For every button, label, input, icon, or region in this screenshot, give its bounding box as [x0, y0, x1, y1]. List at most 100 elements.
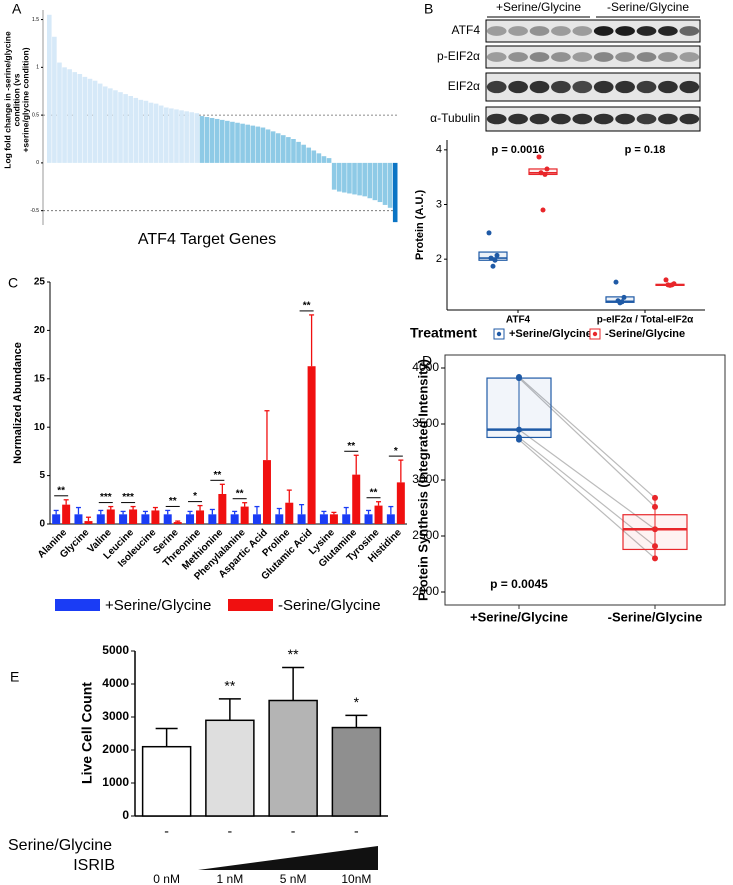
bar	[57, 62, 62, 163]
bar	[321, 156, 327, 163]
panel-label: D	[422, 353, 432, 369]
data-point	[488, 255, 494, 261]
data-point	[621, 294, 627, 300]
y-axis-label: Protein Synthesis (Integrated Intensity)	[415, 359, 430, 601]
blot-band	[658, 80, 678, 94]
blot-band	[615, 52, 635, 62]
bar	[184, 111, 189, 163]
data-point	[652, 526, 658, 533]
blot-band	[658, 26, 678, 36]
blot-band	[572, 52, 593, 62]
data-point	[490, 263, 496, 269]
blot-band	[679, 52, 700, 62]
bar	[102, 86, 108, 163]
significance-label: *	[193, 491, 197, 502]
data-point	[486, 230, 492, 236]
bar	[209, 117, 215, 163]
dose-triangle	[198, 846, 378, 870]
bar	[219, 119, 225, 163]
bar	[84, 521, 93, 524]
y-tick-label: 0	[36, 160, 39, 166]
blot-band	[615, 80, 635, 94]
data-point	[617, 300, 623, 306]
blot-band	[486, 26, 507, 36]
blot-band	[636, 52, 657, 62]
bar	[189, 112, 195, 163]
bar	[179, 110, 184, 163]
bar	[281, 135, 286, 163]
blot-group-label: +Serine/Glycine	[496, 0, 581, 14]
significance-label: **	[288, 646, 299, 662]
bar	[250, 125, 256, 163]
blot-band	[529, 80, 550, 94]
x-tick-label: ATF4	[506, 315, 531, 326]
bar	[230, 121, 235, 163]
bar	[374, 505, 383, 524]
x-axis-label: ATF4 Target Genes	[138, 231, 276, 248]
blot-band	[615, 113, 635, 125]
bar	[319, 514, 328, 524]
y-tick-label: 25	[34, 277, 46, 288]
bar	[119, 514, 128, 524]
legend-label: +Serine/Glycine	[509, 328, 592, 340]
bar	[186, 514, 195, 524]
y-axis-label: condition (vs	[11, 73, 21, 126]
bar	[235, 122, 240, 163]
bar	[108, 88, 113, 163]
blot-band	[572, 80, 593, 94]
blot-band	[572, 26, 593, 36]
bar	[377, 162, 383, 203]
bar	[62, 67, 67, 163]
x-tick-label: -Serine/Glycine	[608, 609, 703, 624]
bar	[174, 109, 179, 163]
data-point	[652, 503, 658, 510]
data-point	[538, 170, 544, 176]
bar	[260, 127, 266, 163]
y-tick-label: 5	[39, 470, 45, 481]
bar	[240, 506, 249, 524]
y-axis-label: +serine/glycine condition)	[20, 47, 30, 152]
x-tick-label: 10nM	[341, 872, 371, 885]
bar	[151, 510, 160, 524]
bar	[52, 514, 61, 524]
x-tick-label: p-eIF2α / Total-eIF2α	[597, 315, 694, 326]
x-tick-label: 0 nM	[153, 872, 180, 885]
bar	[92, 80, 98, 163]
y-tick-label: 3500	[412, 416, 439, 430]
blot-band	[636, 80, 657, 94]
treatment-mark: -	[228, 823, 233, 839]
data-point	[667, 282, 673, 288]
bar	[396, 482, 405, 524]
blot-band	[529, 26, 550, 36]
data-point	[652, 555, 658, 562]
blot-band	[593, 52, 614, 62]
blot-band	[486, 113, 507, 125]
legend-label: -Serine/Glycine	[278, 597, 381, 614]
y-tick-label: -0.5	[30, 208, 39, 214]
bar	[240, 123, 245, 163]
y-tick-label: 2500	[412, 528, 439, 542]
bar	[230, 514, 239, 524]
bar	[74, 514, 83, 524]
legend-label: +Serine/Glycine	[105, 597, 211, 614]
blot-group-label: -Serine/Glycine	[607, 0, 689, 14]
bar	[367, 162, 373, 199]
y-tick-label: 4000	[102, 676, 129, 690]
bar	[387, 162, 393, 208]
significance-label: **	[224, 678, 235, 694]
blot-band	[486, 80, 507, 94]
bar	[342, 162, 347, 193]
bar	[163, 514, 172, 524]
blot-band	[508, 80, 528, 94]
blot-band	[551, 26, 571, 36]
blot-band	[508, 26, 528, 36]
treatment-mark: -	[354, 823, 359, 839]
significance-label: ***	[122, 492, 134, 503]
y-tick-label: 4000	[412, 360, 439, 374]
bar	[82, 76, 88, 163]
significance-label: ***	[100, 492, 112, 503]
treatment-mark: -	[291, 823, 296, 839]
pair-line	[518, 377, 656, 508]
blot-band	[658, 113, 678, 125]
bar	[138, 99, 144, 163]
